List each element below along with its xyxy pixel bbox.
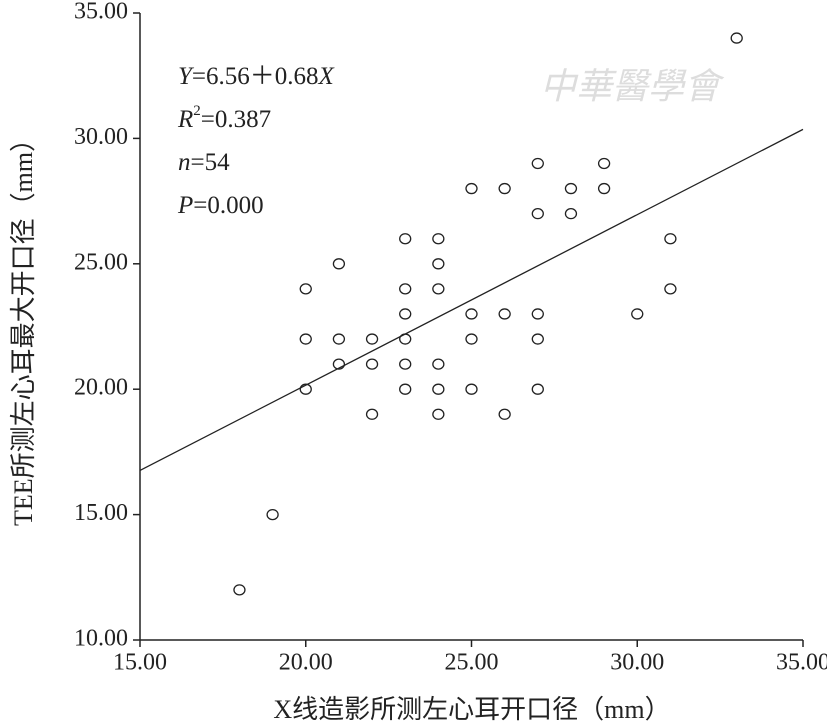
point bbox=[564, 207, 578, 220]
point bbox=[365, 408, 379, 420]
point bbox=[465, 308, 478, 320]
point bbox=[399, 358, 412, 370]
point bbox=[332, 258, 346, 270]
annotation-part: =6.56＋0.68 bbox=[192, 63, 319, 90]
point bbox=[664, 283, 677, 295]
annotation: Y=6.56＋0.68X bbox=[178, 63, 336, 90]
x-tick-label: 30.00 bbox=[610, 650, 664, 676]
point bbox=[730, 32, 743, 44]
point bbox=[498, 308, 511, 320]
x-axis-label: X线造影所测左心耳开口径（mm） bbox=[273, 695, 670, 724]
point bbox=[664, 233, 677, 245]
point bbox=[299, 383, 312, 395]
y-tick-label: 15.00 bbox=[74, 500, 128, 526]
point bbox=[399, 283, 412, 295]
annotation-part: n bbox=[178, 149, 191, 176]
annotation-part: R bbox=[177, 106, 193, 133]
point bbox=[399, 308, 412, 320]
y-tick-label: 20.00 bbox=[74, 375, 128, 401]
y-tick-label: 35.00 bbox=[74, 0, 128, 25]
point bbox=[332, 358, 346, 370]
point bbox=[266, 508, 279, 521]
x-tick-label: 35.00 bbox=[776, 650, 827, 676]
point bbox=[432, 383, 445, 395]
y-tick-label: 25.00 bbox=[74, 249, 128, 275]
point bbox=[299, 283, 312, 295]
point bbox=[531, 383, 544, 395]
annotation-part: Y bbox=[178, 63, 195, 90]
point bbox=[432, 283, 445, 295]
annotation-part: =54 bbox=[191, 149, 231, 176]
annotation: n=54 bbox=[178, 149, 230, 176]
point bbox=[564, 182, 578, 195]
point bbox=[498, 182, 511, 195]
y-tick-label: 10.00 bbox=[74, 626, 128, 652]
watermark: 中華醫學會 bbox=[540, 66, 725, 106]
point bbox=[465, 182, 478, 195]
point bbox=[531, 157, 544, 170]
x-tick-label: 15.00 bbox=[113, 650, 167, 676]
point bbox=[432, 233, 445, 245]
point bbox=[597, 182, 611, 195]
point bbox=[631, 308, 644, 320]
point bbox=[399, 383, 412, 395]
point bbox=[432, 408, 445, 420]
annotation-part: =0.000 bbox=[193, 192, 263, 219]
point bbox=[332, 333, 346, 345]
point bbox=[531, 333, 544, 345]
annotation-part: X bbox=[318, 63, 336, 90]
point bbox=[465, 333, 478, 345]
annotation-part: =0.387 bbox=[201, 106, 271, 133]
point bbox=[597, 157, 611, 170]
regression-line bbox=[139, 128, 804, 472]
point bbox=[299, 333, 312, 345]
point bbox=[432, 358, 445, 370]
annotation: P=0.000 bbox=[177, 192, 264, 219]
point bbox=[465, 383, 478, 395]
point bbox=[365, 333, 379, 345]
annotation: R2=0.387 bbox=[177, 103, 271, 132]
annotation-part: 2 bbox=[193, 103, 201, 119]
point bbox=[432, 258, 445, 270]
x-tick-label: 20.00 bbox=[279, 650, 333, 676]
point bbox=[498, 408, 511, 420]
point bbox=[365, 358, 379, 370]
point bbox=[531, 207, 544, 220]
y-axis-label: TEE所测左心耳最大开口径（mm） bbox=[9, 126, 38, 526]
point bbox=[531, 308, 544, 320]
point bbox=[233, 584, 246, 596]
point bbox=[399, 233, 412, 245]
y-tick-label: 30.00 bbox=[74, 124, 128, 150]
x-tick-label: 25.00 bbox=[445, 650, 499, 676]
annotation-part: P bbox=[177, 192, 193, 219]
